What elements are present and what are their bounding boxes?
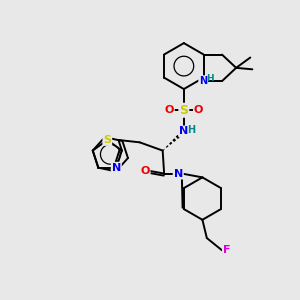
Text: N: N <box>112 163 121 173</box>
Text: O: O <box>140 166 150 176</box>
Text: S: S <box>179 104 188 117</box>
Text: O: O <box>194 105 203 115</box>
Text: O: O <box>164 105 174 115</box>
Text: N: N <box>199 76 207 86</box>
Text: N: N <box>179 126 188 136</box>
Text: N: N <box>174 169 183 178</box>
Text: F: F <box>223 245 230 255</box>
Text: S: S <box>103 135 111 145</box>
Text: H: H <box>206 74 214 83</box>
Text: H: H <box>188 125 196 135</box>
